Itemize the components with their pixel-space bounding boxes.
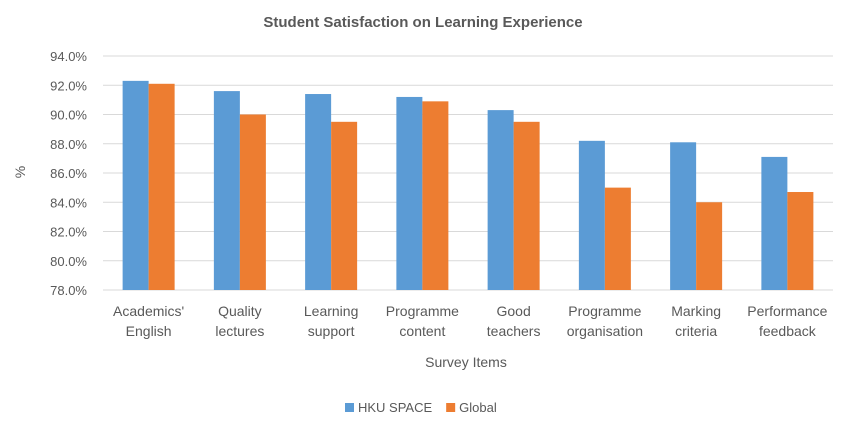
y-tick-label: 92.0% bbox=[50, 78, 87, 93]
y-tick-label: 90.0% bbox=[50, 108, 87, 123]
x-tick-label: organisation bbox=[567, 323, 643, 339]
x-tick-label: Quality bbox=[218, 303, 262, 319]
x-tick-label: Marking bbox=[671, 303, 721, 319]
y-tick-label: 78.0% bbox=[50, 283, 87, 298]
y-tick-label: 84.0% bbox=[50, 195, 87, 210]
bar-global bbox=[604, 187, 631, 290]
bar-global bbox=[787, 192, 814, 290]
x-tick-label: Learning bbox=[304, 303, 359, 319]
legend-label: Global bbox=[459, 400, 497, 415]
bar-global bbox=[331, 121, 358, 290]
legend-swatch bbox=[446, 403, 456, 412]
bar-hku-space bbox=[578, 140, 605, 290]
bar-global bbox=[513, 121, 540, 290]
x-tick-label: English bbox=[126, 323, 172, 339]
chart-title: Student Satisfaction on Learning Experie… bbox=[263, 14, 582, 31]
x-tick-label: lectures bbox=[215, 323, 264, 339]
x-tick-label: Programme bbox=[386, 303, 459, 319]
y-tick-label: 94.0% bbox=[50, 49, 87, 64]
x-tick-label: content bbox=[399, 323, 445, 339]
bar-global bbox=[696, 202, 723, 290]
x-tick-label: Programme bbox=[568, 303, 641, 319]
bar-hku-space bbox=[487, 110, 514, 290]
y-axis-label: % bbox=[12, 166, 28, 178]
bar-hku-space bbox=[761, 156, 788, 290]
x-tick-label: Good bbox=[497, 303, 531, 319]
bar-global bbox=[239, 114, 266, 290]
y-tick-label: 88.0% bbox=[50, 137, 87, 152]
bar-hku-space bbox=[305, 94, 332, 291]
x-tick-label: Performance bbox=[747, 303, 827, 319]
x-tick-label: Academics' bbox=[113, 303, 184, 319]
x-tick-label: feedback bbox=[759, 323, 817, 339]
y-tick-label: 82.0% bbox=[50, 225, 87, 240]
bar-hku-space bbox=[670, 142, 697, 290]
bar-hku-space bbox=[396, 96, 423, 290]
bar-hku-space bbox=[122, 80, 149, 290]
bar-global bbox=[148, 83, 175, 290]
bar-global bbox=[422, 101, 449, 291]
x-tick-label: criteria bbox=[675, 323, 717, 339]
bar-hku-space bbox=[213, 91, 240, 290]
legend-label: HKU SPACE bbox=[358, 400, 432, 415]
x-tick-label: support bbox=[308, 323, 355, 339]
legend-swatch bbox=[345, 403, 354, 412]
x-axis-label: Survey Items bbox=[425, 354, 507, 370]
y-tick-label: 86.0% bbox=[50, 166, 87, 181]
y-tick-label: 80.0% bbox=[50, 254, 87, 269]
x-tick-label: teachers bbox=[487, 323, 541, 339]
